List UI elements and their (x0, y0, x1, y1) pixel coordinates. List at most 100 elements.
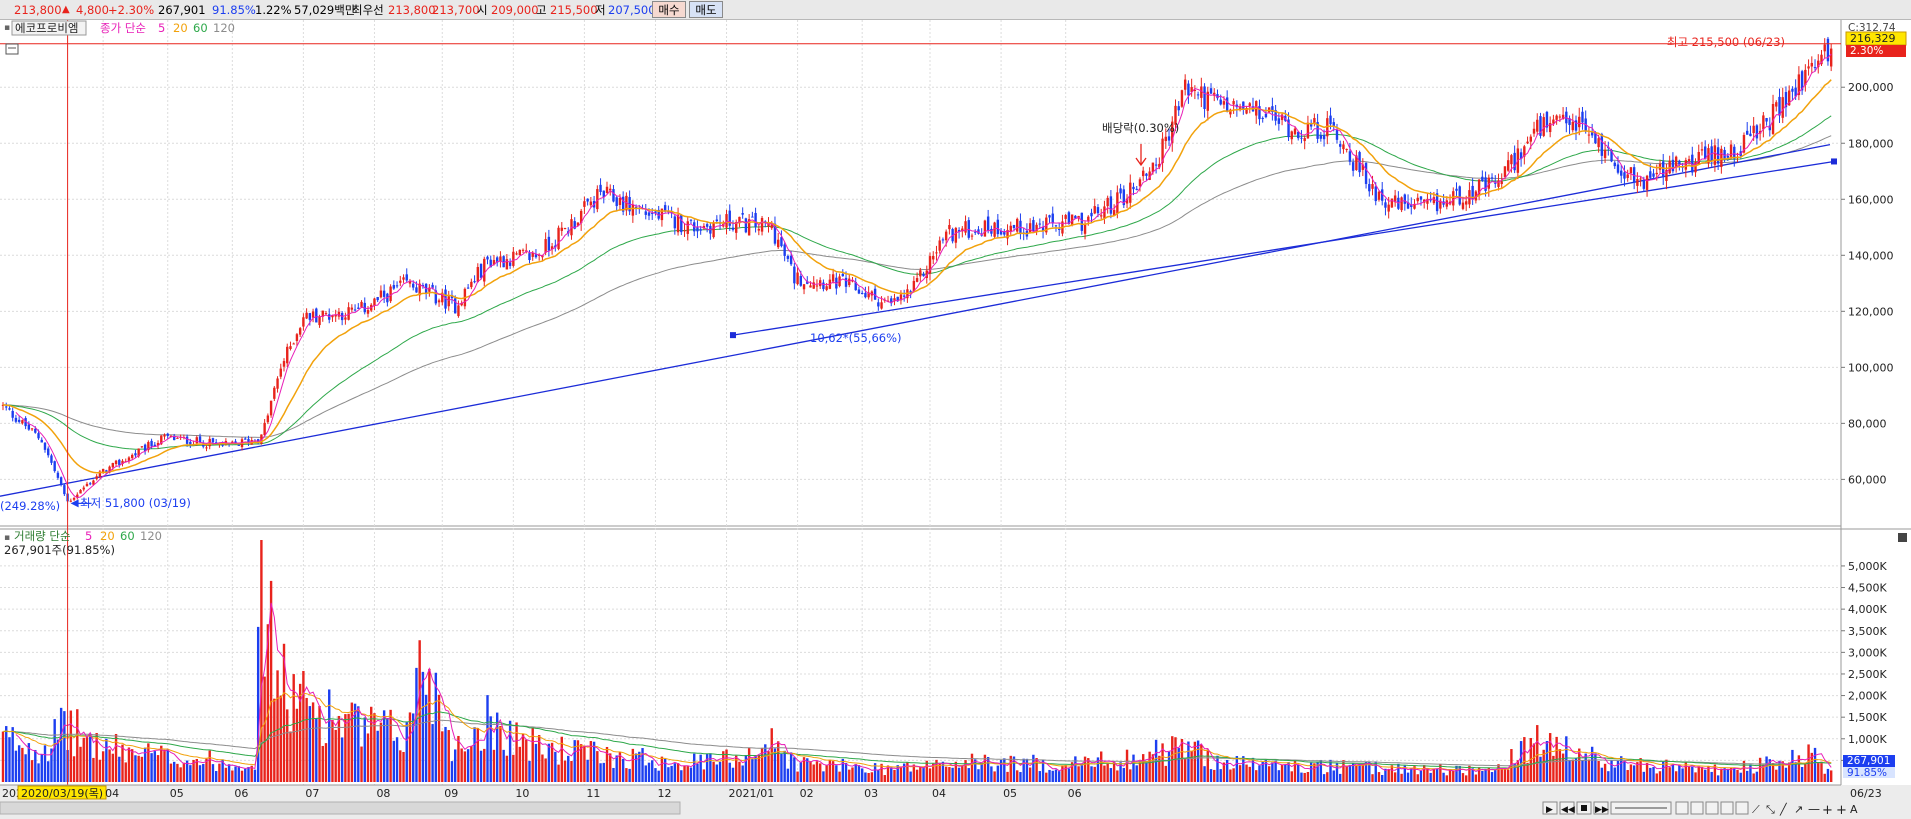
line-tool-icon[interactable]: ╱ (1779, 802, 1788, 816)
split-icon[interactable] (1720, 801, 1734, 815)
volume-bar (360, 746, 363, 782)
sell-button[interactable]: 매도 (689, 1, 723, 18)
candle-body (544, 239, 547, 253)
candle-body (160, 435, 163, 445)
volume-bar (596, 751, 599, 782)
candle-body (30, 428, 34, 430)
buy-button[interactable]: 매수 (652, 1, 686, 18)
volume-bar (951, 767, 954, 782)
volume-bar (1800, 767, 1804, 782)
volume-bar (1578, 748, 1581, 782)
candle-body (282, 361, 286, 367)
trend-icon[interactable]: ⟋ (1752, 803, 1760, 816)
table-icon[interactable] (1735, 801, 1749, 815)
volume-bar (1387, 769, 1390, 782)
candle-body (799, 275, 803, 286)
volume-bar (757, 755, 761, 782)
volume-bar (370, 706, 373, 782)
price-indicator-label: 종가 단순 (100, 21, 146, 35)
cross-icon[interactable]: + (1836, 803, 1847, 818)
candle-body (118, 459, 121, 465)
candle-body (932, 255, 935, 260)
candle-body (8, 408, 11, 410)
volume-bar (922, 766, 925, 782)
volume-bar (654, 768, 657, 782)
candle-body (1364, 162, 1368, 184)
zoom-out-icon[interactable]: — (1808, 802, 1820, 816)
fast-forward-icon[interactable] (1593, 801, 1609, 815)
candle-body (1616, 164, 1620, 173)
candle-body (806, 281, 809, 284)
volume-bar (1306, 772, 1310, 782)
volume-bar (1713, 764, 1717, 782)
volume-bar (1506, 769, 1510, 782)
panel-close-icon[interactable] (1898, 533, 1907, 542)
candle-body (515, 253, 518, 255)
volume-bar (85, 736, 89, 782)
rewind-icon[interactable] (1559, 801, 1575, 815)
draw-tool-icon[interactable]: ⤡ (1766, 803, 1775, 816)
scroll-right-icon[interactable] (1542, 801, 1558, 815)
volume-bar (1032, 754, 1035, 782)
volume-bar (1245, 764, 1248, 782)
candle-body (1539, 116, 1542, 136)
volume-bar (1817, 762, 1820, 782)
volume-bar (1523, 737, 1526, 782)
candle-body (1154, 164, 1158, 166)
volume-bar (583, 745, 586, 782)
candle-body (172, 435, 176, 441)
candle-body (1264, 113, 1268, 118)
zoom-in-icon[interactable]: + (1822, 803, 1833, 818)
candle-body (986, 216, 990, 231)
volume-bar (1581, 760, 1584, 782)
volume-bar (1225, 759, 1229, 782)
copy-icon[interactable] (1690, 801, 1704, 815)
volume-bar (231, 770, 234, 782)
volume-bar (237, 766, 240, 782)
layout-icon[interactable] (1675, 801, 1689, 815)
candle-body (214, 442, 218, 444)
candle-body (928, 256, 932, 274)
volume-bar (1038, 771, 1042, 782)
current-volume-pct: 91.85% (1847, 767, 1887, 779)
x-month-label-12: 04 (932, 787, 946, 800)
candle-body (560, 227, 563, 231)
candle-body (134, 453, 137, 456)
candle-body (428, 287, 431, 292)
candle-body (454, 298, 457, 314)
candle-body (812, 282, 815, 289)
candle-body (612, 189, 615, 202)
volume-bar (1141, 754, 1145, 782)
candle-body (1652, 173, 1655, 177)
candle-body (1484, 177, 1487, 191)
volume-bar (1125, 749, 1129, 782)
volume-bar (1526, 762, 1529, 782)
volume-bar (567, 755, 570, 782)
candle-body (53, 461, 56, 472)
volume-bar (1432, 768, 1436, 782)
panel-menu-icon[interactable] (5, 43, 19, 55)
candle-body (431, 284, 434, 288)
volume-bar (1106, 763, 1109, 782)
volume-bar (460, 748, 463, 782)
candle-body (557, 227, 560, 250)
high-label: 고 (536, 3, 547, 17)
price-tick-label-0: 60,000 (1848, 473, 1887, 486)
candle-body (1067, 212, 1071, 224)
volume-bar (82, 737, 85, 782)
candle-body (37, 433, 40, 439)
grid-icon[interactable] (1705, 801, 1719, 815)
candle-body (689, 219, 693, 221)
scale-icon[interactable]: A (1850, 803, 1858, 816)
arrow-tool-icon[interactable]: ↗ (1794, 803, 1803, 816)
volume-bar (43, 745, 47, 782)
volume-bar (1135, 765, 1138, 782)
volume-bar (1519, 741, 1523, 782)
candle-body (683, 230, 686, 232)
volume-bar (266, 624, 270, 782)
volume-bar (311, 702, 315, 782)
chart-area[interactable]: 60,000 80,000 100,000 120,000 140,000 160,000… (0, 20, 1911, 819)
volume-bar (1190, 751, 1193, 782)
horizontal-scrollbar[interactable] (0, 801, 681, 815)
candle-body (221, 444, 224, 446)
